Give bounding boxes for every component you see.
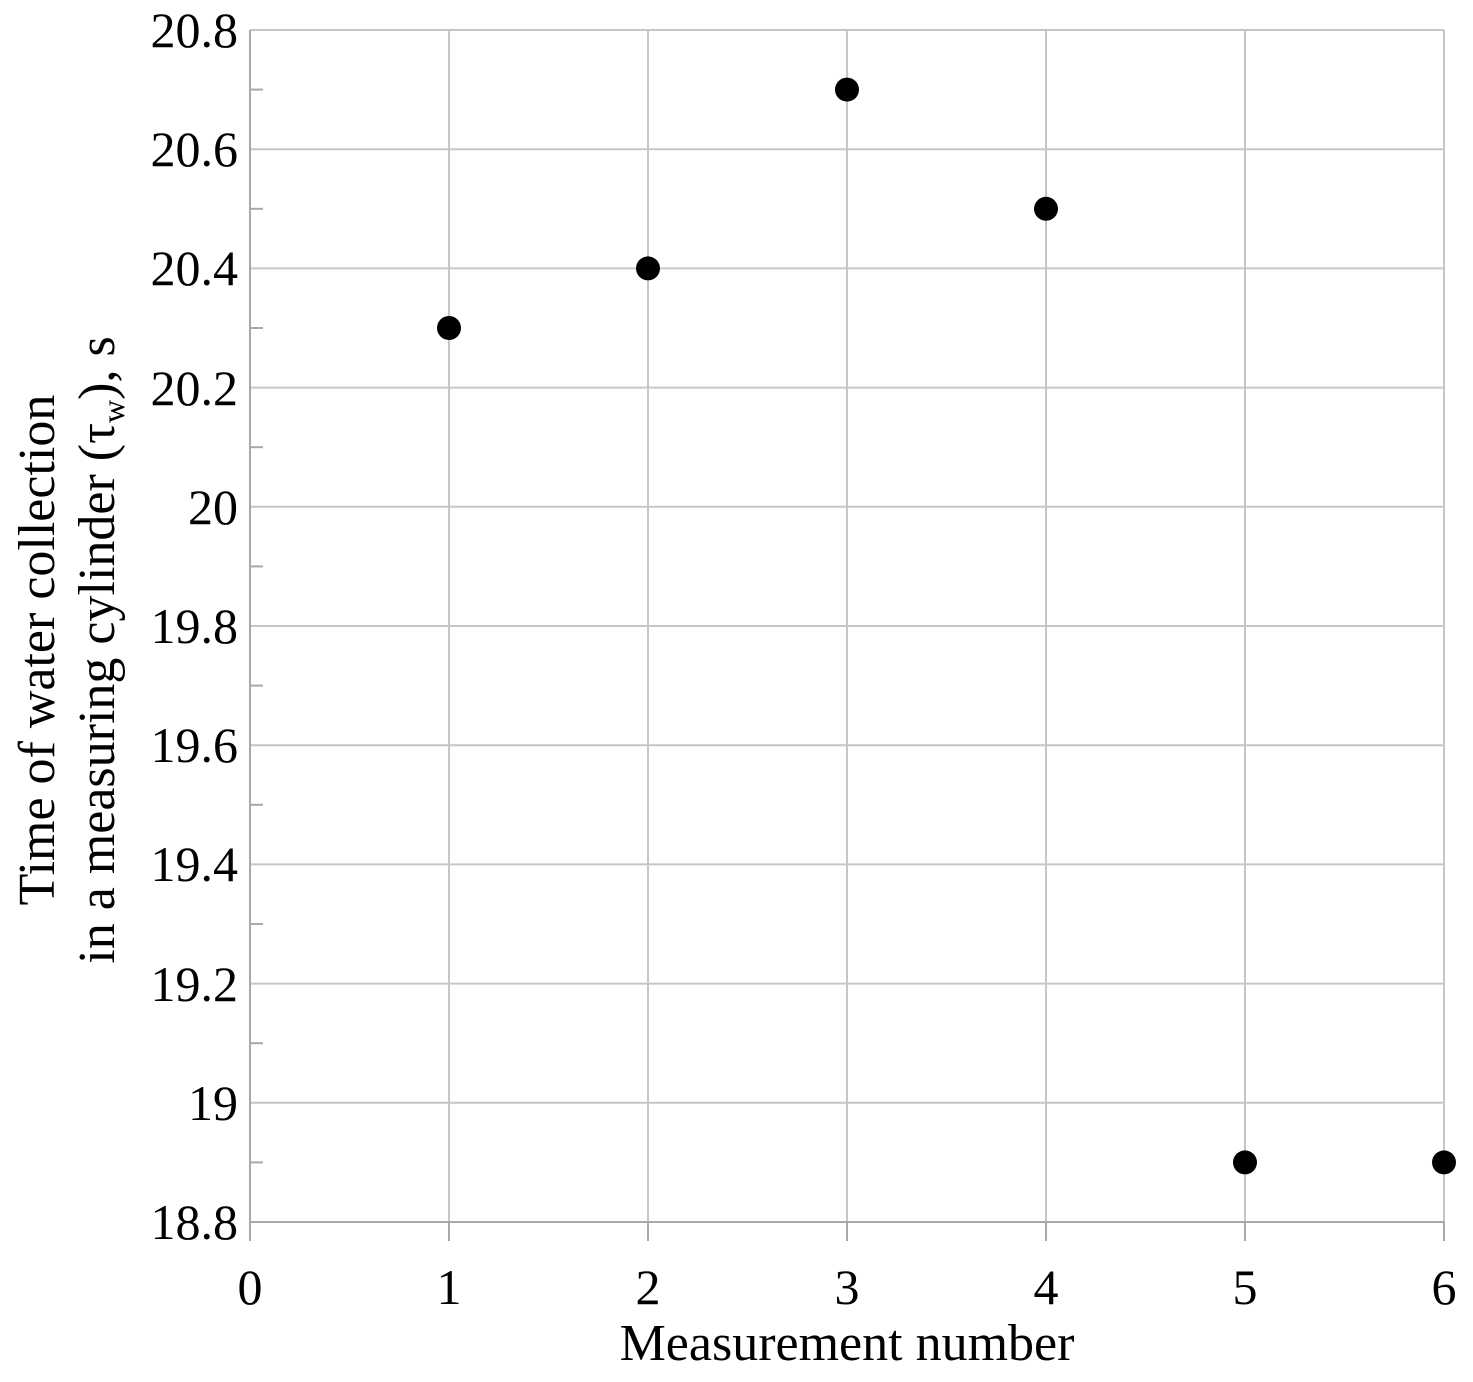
- data-point: [636, 256, 660, 281]
- y-axis-title-line1: Time of water collection: [9, 394, 66, 906]
- y-tick-label: 19.6: [150, 717, 239, 774]
- y-axis-title: Time of water collection in a measuring …: [8, 270, 136, 1030]
- x-axis-title: Measurement number: [619, 1315, 1075, 1372]
- y-tick-label: 19: [188, 1074, 238, 1131]
- x-tick-label: 3: [834, 1259, 860, 1315]
- y-tick-label: 19.4: [150, 836, 239, 893]
- y-tick-label: 20: [188, 478, 238, 535]
- data-point: [1233, 1150, 1257, 1175]
- x-tick-label: 2: [635, 1259, 661, 1315]
- y-tick-label: 20.4: [150, 240, 239, 297]
- y-tick-label: 18.8: [150, 1194, 239, 1250]
- tau-subscript: w: [95, 399, 131, 423]
- data-point: [1034, 196, 1058, 221]
- y-axis-title-line2: in a measuring cylinder (τw), s: [69, 336, 131, 964]
- y-tick-label: 20.8: [150, 2, 239, 58]
- x-tick-label: 1: [436, 1259, 462, 1315]
- y-tick-label: 19.8: [150, 598, 239, 654]
- x-tick-label: 0: [237, 1259, 263, 1315]
- y-tick-label: 20.2: [150, 359, 239, 416]
- y-tick-label: 19.2: [150, 955, 239, 1012]
- data-point: [437, 316, 461, 340]
- x-tick-label: 4: [1033, 1259, 1059, 1315]
- data-point: [835, 77, 859, 102]
- x-tick-label: 6: [1431, 1259, 1457, 1315]
- x-tick-label: 5: [1232, 1259, 1258, 1315]
- data-point: [1432, 1150, 1456, 1175]
- y-tick-label: 20.6: [150, 121, 239, 178]
